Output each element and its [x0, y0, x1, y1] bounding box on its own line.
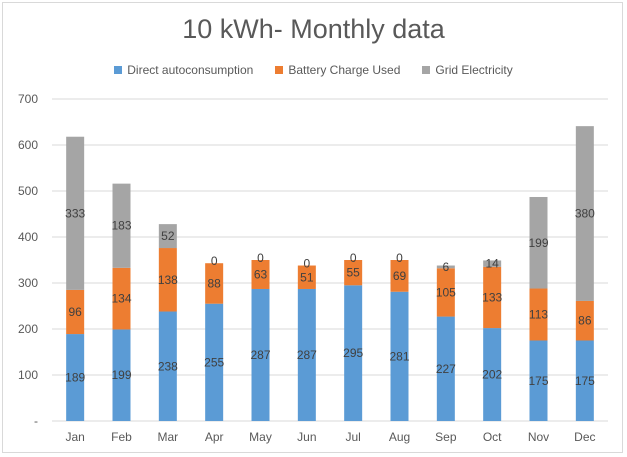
legend-entry: Direct autoconsumption — [114, 63, 253, 77]
data-label: 63 — [254, 267, 268, 281]
data-label: 96 — [68, 305, 82, 319]
data-label: 138 — [158, 273, 178, 287]
data-label: 183 — [111, 219, 131, 233]
bar-segment — [575, 340, 594, 421]
data-label: 281 — [389, 349, 409, 363]
legend-entry: Battery Charge Used — [275, 63, 400, 77]
bar-segment — [436, 265, 455, 269]
bar-segment — [575, 300, 594, 341]
x-tick-label: Apr — [205, 430, 224, 444]
bar-segment — [158, 224, 177, 249]
bar-segment — [483, 260, 502, 267]
bar-segment — [529, 340, 548, 421]
y-tick-label: 600 — [18, 138, 38, 152]
bar-segment — [112, 183, 131, 268]
y-tick-label: 200 — [18, 322, 38, 336]
bar-segment — [483, 328, 502, 421]
data-label: 199 — [528, 236, 548, 250]
x-tick-label: Dec — [574, 430, 595, 444]
y-tick-label: 100 — [18, 368, 38, 382]
data-label: 0 — [303, 257, 310, 271]
y-tick-label: - — [34, 414, 38, 428]
y-tick-label: 400 — [18, 230, 38, 244]
bar-segment — [297, 288, 316, 421]
bar-segment — [297, 265, 316, 289]
data-label: 55 — [346, 266, 360, 280]
legend-entry: Grid Electricity — [422, 63, 513, 77]
y-tick-label: 300 — [18, 276, 38, 290]
data-label: 199 — [111, 368, 131, 382]
bar-segment — [483, 266, 502, 329]
data-label: 0 — [211, 254, 218, 268]
bar-segment — [436, 268, 455, 317]
data-label: 88 — [207, 276, 221, 290]
data-label: 202 — [482, 368, 502, 382]
data-label: 134 — [111, 292, 131, 306]
bar-segment — [251, 260, 270, 289]
bar-segment — [66, 334, 85, 421]
x-tick-label: Sep — [435, 430, 457, 444]
bar-segment — [390, 291, 409, 421]
x-tick-label: Jul — [345, 430, 360, 444]
y-tick-label: 500 — [18, 184, 38, 198]
bar-segment — [112, 329, 131, 421]
bar-segment — [205, 303, 224, 421]
bar-segment — [66, 136, 85, 290]
bar-segment — [112, 267, 131, 330]
legend-swatch — [114, 66, 123, 74]
bar-segment — [344, 260, 363, 286]
data-label: 255 — [204, 355, 224, 369]
x-tick-label: Oct — [483, 430, 502, 444]
bar-segment — [66, 289, 85, 335]
data-label: 287 — [297, 348, 317, 362]
data-label: 238 — [158, 359, 178, 373]
legend-label: Direct autoconsumption — [127, 63, 254, 77]
bar-segment — [575, 126, 594, 301]
bar-segment — [205, 263, 224, 304]
data-label: 6 — [442, 260, 449, 274]
legend-label: Battery Charge Used — [288, 63, 401, 77]
x-tick-label: Jun — [297, 430, 316, 444]
data-label: 52 — [161, 229, 175, 243]
data-label: 51 — [300, 270, 314, 284]
legend-label: Grid Electricity — [435, 63, 513, 77]
bar-segment — [529, 288, 548, 341]
data-label: 189 — [65, 371, 85, 385]
data-label: 0 — [396, 251, 403, 265]
legend-swatch — [422, 66, 431, 74]
data-label: 380 — [575, 207, 595, 221]
bar-segment — [344, 285, 363, 421]
data-label: 175 — [528, 374, 548, 388]
data-label: 287 — [250, 348, 270, 362]
bar-segment — [158, 311, 177, 421]
bar-segment — [436, 316, 455, 421]
y-tick-label: 700 — [18, 92, 38, 106]
data-label: 295 — [343, 346, 363, 360]
x-tick-label: Aug — [389, 430, 410, 444]
data-label: 86 — [578, 314, 592, 328]
data-label: 0 — [257, 251, 264, 265]
data-label: 14 — [485, 257, 499, 271]
x-tick-label: Nov — [528, 430, 549, 444]
data-label: 227 — [436, 362, 456, 376]
data-label: 0 — [350, 251, 357, 265]
bar-segment — [390, 260, 409, 292]
data-label: 175 — [575, 374, 595, 388]
bar-segment — [251, 288, 270, 421]
chart-legend: Direct autoconsumption Battery Charge Use… — [0, 63, 627, 77]
bar-segment — [158, 248, 177, 312]
data-label: 333 — [65, 206, 85, 220]
x-tick-label: Mar — [157, 430, 178, 444]
bar-segment — [529, 196, 548, 289]
data-label: 105 — [436, 285, 456, 299]
x-tick-label: Jan — [65, 430, 84, 444]
data-label: 69 — [393, 269, 407, 283]
chart-title: 10 kWh- Monthly data — [182, 14, 445, 44]
data-label: 113 — [529, 308, 548, 322]
x-tick-label: Feb — [111, 430, 132, 444]
data-label: 133 — [482, 290, 502, 304]
x-tick-label: May — [249, 430, 272, 444]
legend-swatch — [275, 66, 284, 74]
